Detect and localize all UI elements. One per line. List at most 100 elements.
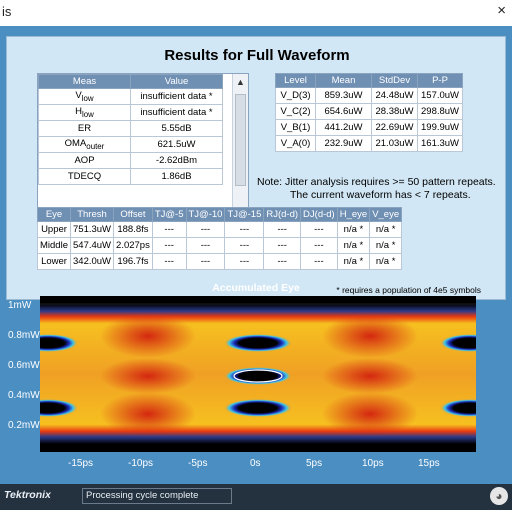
eye-header-1: Thresh (69, 207, 115, 222)
x-tick-label: -15ps (68, 458, 94, 469)
eye-cell: --- (224, 221, 265, 238)
y-tick-label: 0.2mW (8, 420, 40, 431)
meas-header-0: Meas (38, 74, 131, 89)
level-header-1: Mean (315, 73, 372, 88)
table-row[interactable]: V_A(0) 232.9uW 21.03uW 161.3uW (275, 135, 464, 152)
results-panel: Results for Full Waveform Meas Value Vlow… (6, 36, 506, 300)
jitter-note: Note: Jitter analysis requires >= 50 pat… (257, 176, 496, 202)
note-line-1: Note: Jitter analysis requires >= 50 pat… (257, 176, 496, 188)
eye-cell: --- (185, 221, 226, 238)
eye-cell: 751.3uW (69, 221, 115, 238)
panel-title: Results for Full Waveform (164, 47, 350, 64)
window-title: is (2, 4, 12, 19)
level-cell: 157.0uW (416, 87, 464, 104)
x-tick-label: 10ps (362, 458, 384, 469)
eye-cell: --- (263, 253, 302, 270)
meas-table-container: Meas Value Vlow insufficient data * Hlow ins… (37, 73, 249, 221)
level-cell: 859.3uW (315, 87, 372, 104)
level-header-2: StdDev (371, 73, 418, 88)
level-cell: 161.3uW (416, 135, 464, 152)
eye-table: Eye Thresh Offset TJ@-5 TJ@-10 TJ@-15 RJ(d-d) D… (37, 207, 403, 270)
table-row[interactable]: TDECQ 1.86dB (38, 168, 223, 185)
y-tick-label: 0.6mW (8, 360, 40, 371)
eye-mask-outline (233, 369, 283, 383)
table-row[interactable]: V_C(2) 654.6uW 28.38uW 298.8uW (275, 103, 464, 120)
meas-value: 621.5uW (130, 136, 223, 153)
table-row[interactable]: ER 5.55dB (38, 120, 223, 137)
status-message: Processing cycle complete (82, 488, 232, 504)
eye-cell: 342.0uW (69, 253, 115, 270)
level-table-container: Level Mean StdDev P-P V_D(3) 859.3uW 24.48uW 1… (275, 73, 464, 152)
eye-diagram-svg (40, 303, 476, 444)
meas-name: Vlow (38, 88, 131, 105)
tektronix-logo: Tektronix (4, 489, 51, 501)
meas-value: 1.86dB (130, 168, 223, 185)
x-tick-label: 0s (250, 458, 261, 469)
crossing-spots (100, 314, 418, 436)
table-row[interactable]: Lower 342.0uW 196.7fs --- --- --- --- --- n/a * n… (37, 253, 403, 270)
eye-table-container: Eye Thresh Offset TJ@-5 TJ@-10 TJ@-15 RJ(d-d) D… (37, 207, 403, 270)
lower-eye-opening (224, 399, 292, 417)
x-tick-label: 15ps (418, 458, 440, 469)
status-bar: Tektronix Processing cycle complete ◕ (0, 484, 512, 510)
eye-cell: 547.4uW (69, 237, 115, 254)
eye-cell: Middle (37, 237, 71, 254)
eye-header-2: Offset (113, 207, 153, 222)
meas-name: OMAouter (38, 136, 131, 153)
table-row[interactable]: Hlow insufficient data * (38, 104, 223, 121)
eye-cell: --- (185, 237, 226, 254)
table-row[interactable]: Middle 547.4uW 2.027ps --- --- --- --- --- n/a *… (37, 237, 403, 254)
note-line-2: The current waveform has < 7 repeats. (290, 189, 471, 201)
eye-cell: n/a * (369, 253, 403, 270)
table-row[interactable]: Vlow insufficient data * (38, 88, 223, 105)
close-icon[interactable]: × (497, 2, 506, 19)
level-table: Level Mean StdDev P-P V_D(3) 859.3uW 24.48uW 1… (275, 73, 464, 152)
eye-header-3: TJ@-5 (151, 207, 187, 222)
level-cell: 28.38uW (371, 103, 418, 120)
eye-cell: n/a * (336, 253, 371, 270)
table-row[interactable]: V_B(1) 441.2uW 22.69uW 199.9uW (275, 119, 464, 136)
meas-value: insufficient data * (130, 104, 223, 121)
meas-name: AOP (38, 152, 131, 169)
level-cell: 24.48uW (371, 87, 418, 104)
eye-cell: n/a * (369, 237, 403, 254)
table-row[interactable]: Upper 751.3uW 188.8fs --- --- --- --- --- n/a * n… (37, 221, 403, 238)
meas-name: TDECQ (38, 168, 131, 185)
scroll-up-icon[interactable]: ▲ (236, 77, 245, 87)
table-row[interactable]: OMAouter 621.5uW (38, 136, 223, 153)
footnote: * requires a population of 4e5 symbols (336, 285, 481, 295)
level-header-3: P-P (416, 73, 464, 88)
level-cell: V_B(1) (275, 119, 316, 136)
x-tick-label: -5ps (188, 458, 208, 469)
eye-header-0: Eye (37, 207, 71, 222)
y-tick-label: 0.8mW (8, 330, 40, 341)
level-cell: 441.2uW (315, 119, 372, 136)
eye-cell: 196.7fs (113, 253, 153, 270)
level-header-0: Level (275, 73, 316, 88)
eye-cell: --- (151, 237, 187, 254)
scroll-thumb[interactable] (235, 94, 246, 186)
eye-cell: 2.027ps (113, 237, 153, 254)
eye-cell: --- (151, 253, 187, 270)
level-cell: V_C(2) (275, 103, 316, 120)
eye-cell: --- (224, 253, 265, 270)
accumulated-eye-plot[interactable] (40, 296, 476, 452)
meas-value: insufficient data * (130, 88, 223, 105)
table-row[interactable]: V_D(3) 859.3uW 24.48uW 157.0uW (275, 87, 464, 104)
eye-cell: 188.8fs (113, 221, 153, 238)
upper-eye-opening (224, 334, 292, 352)
eye-cell: --- (224, 237, 265, 254)
eye-header-4: TJ@-10 (185, 207, 226, 222)
title-bar: is × (0, 0, 512, 26)
plot-title: Accumulated Eye (212, 282, 300, 294)
wechat-icon: ◕ (490, 487, 508, 505)
eye-cell: --- (263, 237, 302, 254)
meas-table: Meas Value Vlow insufficient data * Hlow ins… (38, 74, 223, 185)
meas-scrollbar[interactable]: ▲ ▼ (232, 74, 248, 220)
eye-cell: n/a * (336, 237, 371, 254)
eye-cell: Lower (37, 253, 71, 270)
table-row[interactable]: AOP -2.62dBm (38, 152, 223, 169)
level-cell: 232.9uW (315, 135, 372, 152)
eye-cell: n/a * (336, 221, 371, 238)
eye-cell: --- (185, 253, 226, 270)
